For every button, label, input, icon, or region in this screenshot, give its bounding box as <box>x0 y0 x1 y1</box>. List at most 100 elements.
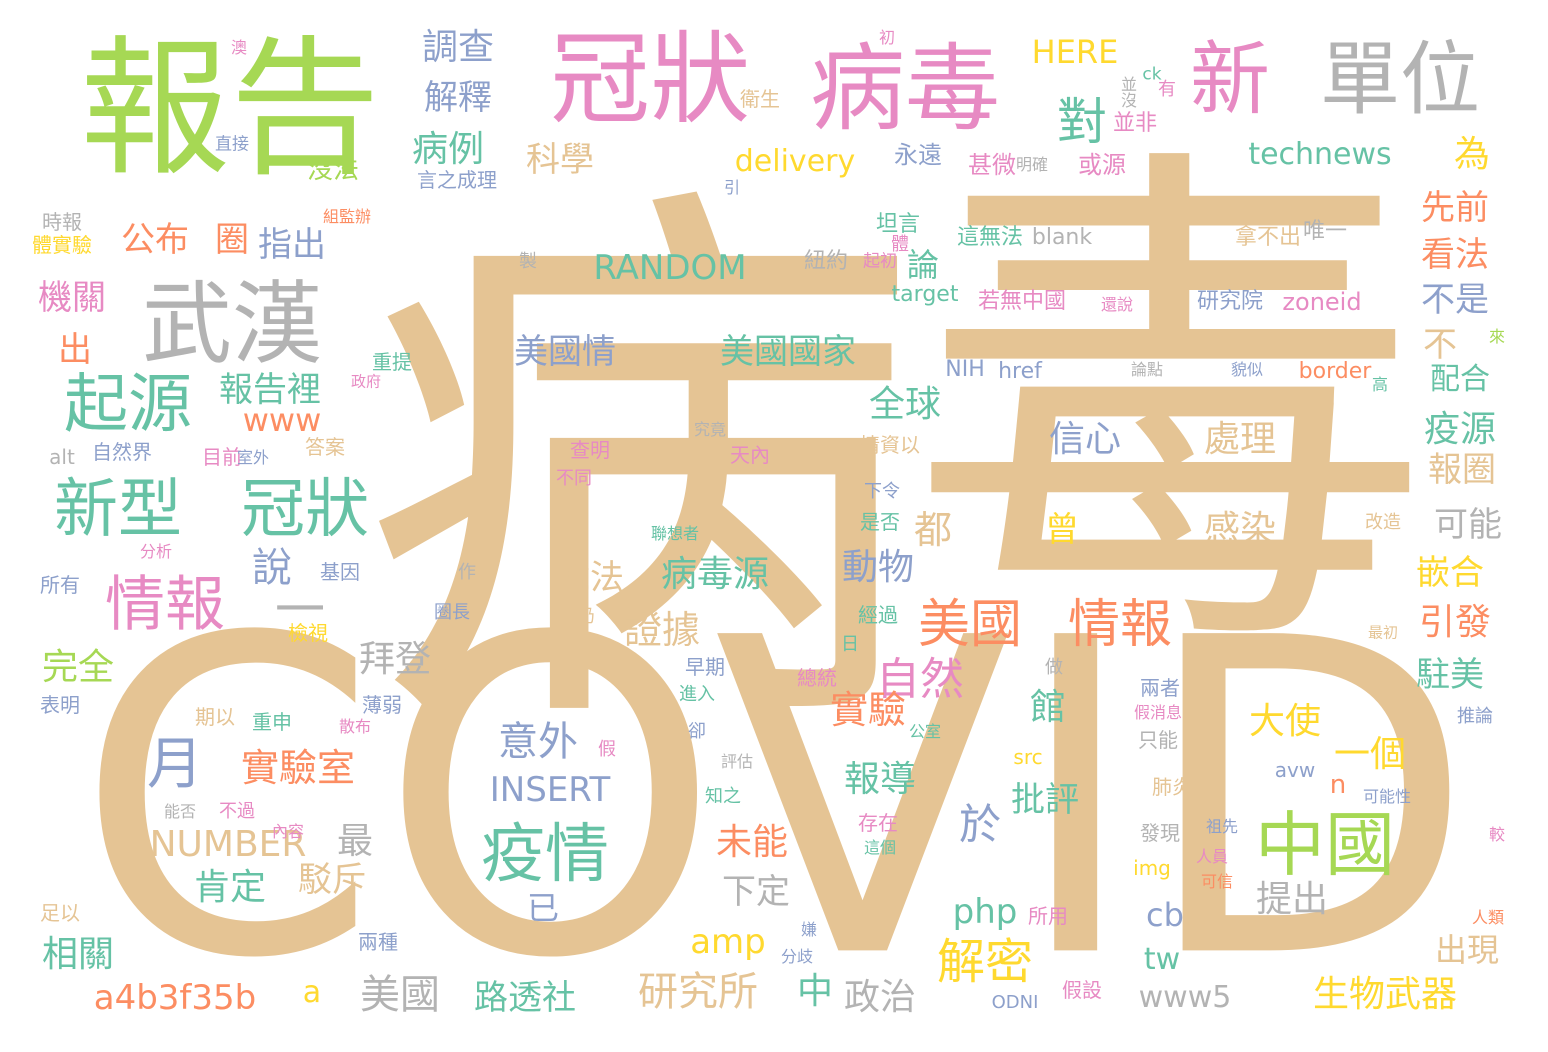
cloud-word: 基因 <box>320 560 360 584</box>
cloud-word: a <box>302 975 322 1010</box>
cloud-word: 最 <box>336 821 374 862</box>
cloud-word: 查明 <box>570 438 610 462</box>
cloud-word: border <box>1298 359 1372 384</box>
cloud-word: 分歧 <box>780 947 814 966</box>
cloud-word: 拿不出 <box>1234 225 1302 250</box>
cloud-word: 新型 <box>54 473 182 547</box>
cloud-word: 美國 <box>360 972 440 1018</box>
cloud-word: 處理 <box>1203 419 1277 460</box>
cloud-word: 直接 <box>215 134 249 155</box>
cloud-word: 貌似 <box>1230 360 1264 379</box>
cloud-word: 駁斥 <box>298 860 366 900</box>
cloud-word: img <box>1133 856 1171 880</box>
cloud-word: 有 <box>1155 79 1176 97</box>
cloud-word: 重提 <box>372 350 412 374</box>
cloud-word: 唯一 <box>1302 219 1348 244</box>
cloud-word: www5 <box>1138 980 1232 1015</box>
cloud-word: 明確 <box>1015 155 1049 174</box>
cloud-word: 不同 <box>556 468 592 489</box>
cloud-word: 較 <box>1488 825 1506 844</box>
cloud-word: a4b3f35b <box>93 978 257 1018</box>
cloud-word: 單位 <box>1320 33 1480 126</box>
cloud-word: 先前 <box>1421 188 1489 228</box>
cloud-word: 肯定 <box>193 867 267 908</box>
cloud-word: 經過 <box>858 603 898 627</box>
cloud-word: 改造 <box>1365 512 1401 533</box>
cloud-word: php <box>952 892 1018 932</box>
cloud-word: 體 <box>891 234 909 255</box>
cloud-word: 做 <box>1045 657 1063 678</box>
cloud-word: 並沒 <box>1118 76 1137 108</box>
cloud-word: 武漢 <box>142 272 322 377</box>
cloud-word: 都 <box>913 508 953 552</box>
cloud-word: 為 <box>1453 134 1491 175</box>
cloud-word: 並非 <box>1112 111 1158 136</box>
cloud-word: 月 <box>147 732 203 797</box>
cloud-word: 還說 <box>1100 295 1134 314</box>
cloud-word: technews <box>1248 137 1392 172</box>
cloud-word: 知之 <box>705 786 741 807</box>
cloud-word: href <box>998 359 1042 384</box>
cloud-word: 自然界 <box>92 440 152 464</box>
cloud-word: 總統 <box>797 666 837 690</box>
cloud-word: 疫情 <box>481 818 609 892</box>
cloud-word: 嫌 <box>800 920 818 939</box>
cloud-word: 出現 <box>1434 931 1500 969</box>
cloud-word: amp <box>690 922 766 962</box>
cloud-word: 證據 <box>623 608 701 652</box>
cloud-word: NIH <box>945 357 985 382</box>
cloud-word: 能否 <box>163 802 197 821</box>
cloud-word: 駐美 <box>1416 655 1484 695</box>
cloud-word: 解密 <box>936 934 1034 990</box>
cloud-word: 內容 <box>271 822 305 841</box>
cloud-word: 病毒 <box>809 34 1001 145</box>
cloud-word: 看法 <box>1421 235 1489 275</box>
cloud-word: 圈長 <box>434 602 470 623</box>
cloud-word: HERE <box>1031 33 1119 71</box>
cloud-word: 批評 <box>1011 780 1079 820</box>
cloud-word: 調查 <box>421 27 495 68</box>
cloud-word: 指出 <box>258 225 326 265</box>
cloud-word: 一 <box>275 581 325 639</box>
cloud-word: 情報 <box>105 570 225 640</box>
cloud-word: 假消息 <box>1133 703 1183 722</box>
cloud-word: 期以 <box>195 705 235 729</box>
cloud-word: 不過 <box>219 801 255 822</box>
cloud-word: blank <box>1031 225 1093 250</box>
cloud-word: 報告裡 <box>219 370 321 410</box>
cloud-word: 冠狀 <box>550 21 750 138</box>
cloud-word: 引發 <box>1418 602 1492 643</box>
cloud-word: 大使 <box>1248 701 1322 742</box>
cloud-word: 報圈 <box>1428 450 1496 490</box>
cloud-word: 美國情 <box>514 332 616 372</box>
cloud-word: zoneid <box>1282 288 1362 316</box>
cloud-word: 兩者 <box>1140 676 1180 700</box>
cloud-word: 表明 <box>40 693 80 717</box>
cloud-word: 天內 <box>730 443 770 467</box>
cloud-word: 可信 <box>1200 872 1234 891</box>
cloud-word: 早期 <box>685 655 725 679</box>
cloud-word: 存在 <box>858 811 898 835</box>
cloud-word: 究竟 <box>693 420 727 439</box>
cloud-word: 全球 <box>868 384 942 425</box>
cloud-word: 可能 <box>1434 505 1502 545</box>
cloud-word: ck <box>1142 64 1162 85</box>
cloud-word: 起源 <box>64 368 192 442</box>
cloud-word: 嵌合 <box>1416 553 1484 593</box>
cloud-word: 發現 <box>1140 821 1180 845</box>
cloud-word: 未能 <box>715 822 789 863</box>
cloud-word: 下定 <box>722 872 790 912</box>
cloud-word: 人員 <box>1195 847 1229 866</box>
cloud-word: 製 <box>519 251 537 272</box>
cloud-word: 說法 <box>556 558 624 598</box>
cloud-word: 室外 <box>236 448 270 467</box>
cloud-word: 館 <box>1029 687 1067 728</box>
cloud-word: ODNI <box>991 992 1039 1013</box>
cloud-word: n <box>1329 770 1347 800</box>
cloud-word: 不 <box>1423 325 1457 365</box>
cloud-word: 圈 <box>215 220 249 260</box>
cloud-word: tw <box>1143 942 1181 977</box>
cloud-word: 重申 <box>252 710 292 734</box>
cloud-word: 分析 <box>139 542 173 561</box>
cloud-word: 生物武器 <box>1312 974 1458 1015</box>
